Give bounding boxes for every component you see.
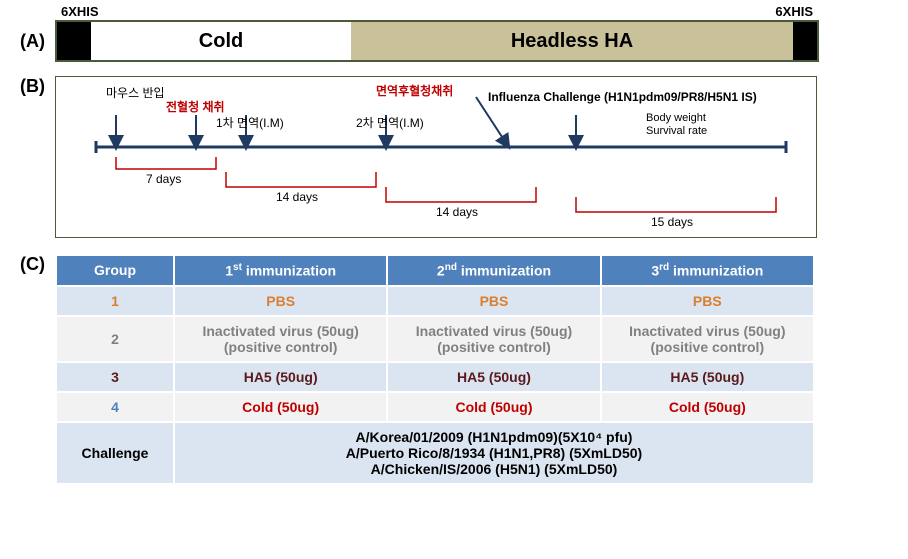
panel-c-label: (C)	[20, 254, 45, 485]
cell-value: HA5 (50ug)	[174, 362, 387, 392]
panel-c: (C) Group 1st immunization 2nd immunizat…	[20, 254, 888, 485]
int-14a: 14 days	[276, 190, 318, 204]
segment-his-right	[793, 22, 817, 60]
ev-measure2: Survival rate	[646, 125, 707, 137]
cell-value: Inactivated virus (50ug) (positive contr…	[174, 316, 387, 362]
segment-cold: Cold	[91, 22, 351, 60]
panel-b-label: (B)	[20, 76, 45, 238]
table-row: 3HA5 (50ug)HA5 (50ug)HA5 (50ug)	[56, 362, 814, 392]
col-imm1: 1st immunization	[174, 255, 387, 286]
ev-imm2: 2차 면역(I.M)	[356, 116, 424, 130]
table-row: 2Inactivated virus (50ug) (positive cont…	[56, 316, 814, 362]
cell-value: HA5 (50ug)	[601, 362, 814, 392]
int-15d: 15 days	[651, 215, 693, 229]
segment-headless: Headless HA	[351, 22, 793, 60]
cell-group: 1	[56, 286, 174, 316]
segment-spacer	[81, 22, 91, 60]
col-imm2: 2nd immunization	[387, 255, 600, 286]
cell-value: Cold (50ug)	[174, 392, 387, 422]
panel-a: (A) 6XHIS 6XHIS Cold Headless HA	[20, 20, 888, 62]
ev-postserum: 면역후혈청채취	[376, 83, 453, 98]
ev-mouse-in: 마우스 반입	[106, 86, 165, 100]
his-label-right: 6XHIS	[775, 4, 813, 19]
cell-group: 3	[56, 362, 174, 392]
ev-challenge: Influenza Challenge (H1N1pdm09/PR8/H5N1 …	[488, 90, 757, 104]
ev-measure1: Body weight	[646, 112, 706, 124]
construct-diagram: 6XHIS 6XHIS Cold Headless HA	[55, 20, 819, 62]
his-label-left: 6XHIS	[61, 4, 99, 19]
col-group: Group	[56, 255, 174, 286]
table-row: 4Cold (50ug)Cold (50ug)Cold (50ug)	[56, 392, 814, 422]
cell-group: 2	[56, 316, 174, 362]
cell-value: Cold (50ug)	[601, 392, 814, 422]
ev-imm1: 1차 면역(I.M)	[216, 116, 284, 130]
segment-his-left	[57, 22, 81, 60]
timeline-svg: 마우스 반입 전혈청 채취 1차 면역(I.M) 2차 면역(I.M) 면역후혈…	[56, 77, 816, 237]
cell-value: PBS	[387, 286, 600, 316]
table-row: 1PBSPBSPBS	[56, 286, 814, 316]
cell-group: 4	[56, 392, 174, 422]
ev-preserum: 전혈청 채취	[166, 99, 225, 114]
cell-challenge-label: Challenge	[56, 422, 174, 484]
cell-value: HA5 (50ug)	[387, 362, 600, 392]
cell-challenge-value: A/Korea/01/2009 (H1N1pdm09)(5X10⁴ pfu) A…	[174, 422, 814, 484]
int-14b: 14 days	[436, 205, 478, 219]
col-imm3: 3rd immunization	[601, 255, 814, 286]
cell-value: PBS	[601, 286, 814, 316]
int-7d: 7 days	[146, 172, 181, 186]
cell-value: PBS	[174, 286, 387, 316]
panel-b: (B) 마우스 반입 전혈청 채취 1차 면역(I.M) 2차	[20, 76, 888, 238]
timeline-box: 마우스 반입 전혈청 채취 1차 면역(I.M) 2차 면역(I.M) 면역후혈…	[55, 76, 817, 238]
table-header-row: Group 1st immunization 2nd immunization …	[56, 255, 814, 286]
cell-value: Inactivated virus (50ug) (positive contr…	[601, 316, 814, 362]
cell-value: Inactivated virus (50ug) (positive contr…	[387, 316, 600, 362]
table-row-challenge: ChallengeA/Korea/01/2009 (H1N1pdm09)(5X1…	[56, 422, 814, 484]
cell-value: Cold (50ug)	[387, 392, 600, 422]
immunization-table: Group 1st immunization 2nd immunization …	[55, 254, 815, 485]
panel-a-label: (A)	[20, 31, 45, 52]
